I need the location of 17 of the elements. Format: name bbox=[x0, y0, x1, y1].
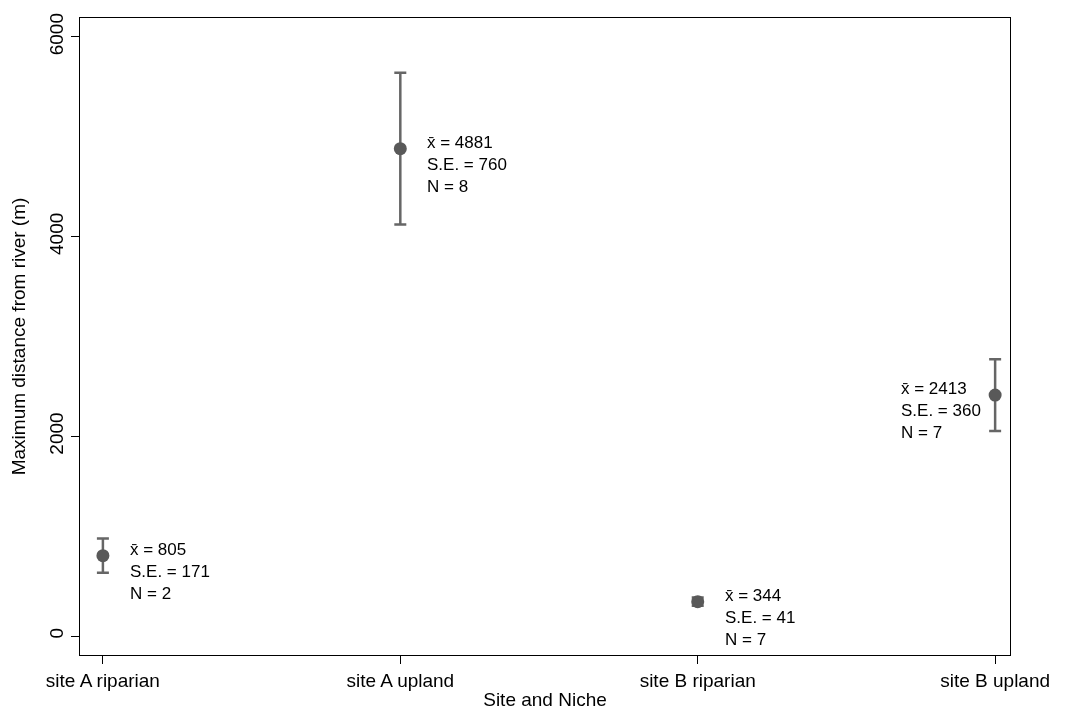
y-tick-label: 6000 bbox=[46, 12, 68, 56]
annotation: x̄ = 2413 S.E. = 360 N = 7 bbox=[901, 379, 981, 443]
x-axis-title: Site and Niche bbox=[483, 688, 607, 710]
x-tick-label: site A upland bbox=[346, 669, 455, 691]
x-tick-label: site A riparian bbox=[45, 669, 160, 691]
annotation: x̄ = 4881 S.E. = 760 N = 8 bbox=[427, 133, 507, 197]
annotation: x̄ = 344 S.E. = 41 N = 7 bbox=[725, 586, 796, 650]
y-tick-label: 0 bbox=[46, 627, 68, 639]
point bbox=[988, 388, 1002, 402]
y-axis-title: Maximum distance from river (m) bbox=[8, 197, 30, 476]
x-tick-label: site B upland bbox=[940, 669, 1051, 691]
point bbox=[96, 549, 110, 563]
y-tick-label: 2000 bbox=[46, 412, 68, 455]
point bbox=[393, 142, 407, 156]
annotation: x̄ = 805 S.E. = 171 N = 2 bbox=[130, 540, 210, 604]
x-tick-label: site B riparian bbox=[639, 669, 756, 691]
y-tick-label: 4000 bbox=[46, 212, 68, 255]
